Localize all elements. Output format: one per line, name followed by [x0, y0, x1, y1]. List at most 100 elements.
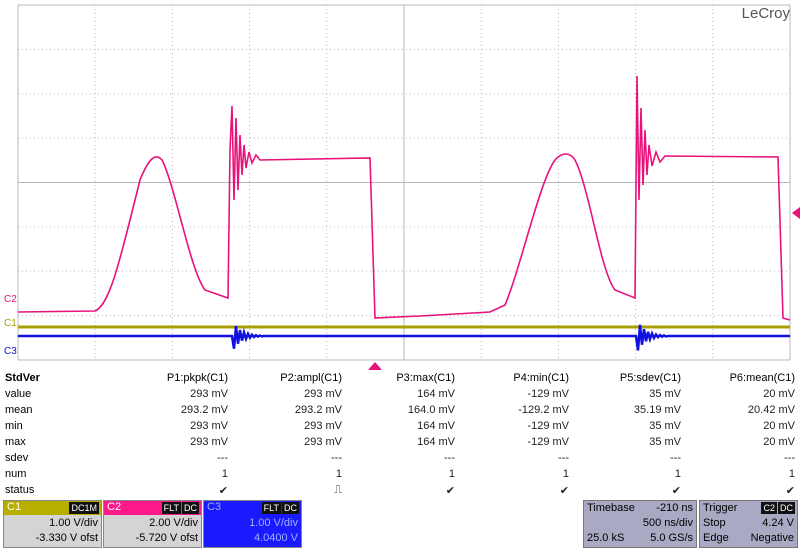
cell: 293 mV: [190, 436, 228, 448]
timebase-box[interactable]: Timebase -210 ns 500 ns/div 25.0 kS 5.0 GS/s: [583, 500, 697, 548]
column-header: P2:ampl(C1): [280, 372, 342, 384]
cell: 35 mV: [649, 388, 681, 400]
timebase-title: Timebase: [587, 502, 635, 514]
timebase-delay: -210 ns: [656, 502, 693, 514]
channel-offset: 4.0400 V: [253, 532, 298, 544]
cell: 35.19 mV: [633, 404, 681, 416]
trigger-tag: DC: [778, 502, 795, 514]
cell: 1: [562, 468, 569, 480]
cell: ---: [331, 452, 342, 464]
channel-scale: 1.00 V/div: [49, 517, 98, 529]
cell: 35 mV: [649, 436, 681, 448]
channel-box[interactable]: C1 DC1M 1.00 V/div -3.330 V ofst: [3, 500, 102, 548]
cell: 293 mV: [190, 420, 228, 432]
trigger-value: Negative: [750, 532, 794, 544]
cell: ✔: [559, 485, 569, 497]
trigger-field: Stop: [703, 517, 726, 529]
column-header: P4:min(C1): [513, 372, 569, 384]
c3-trace: [18, 324, 790, 351]
cell: ✔: [785, 485, 795, 497]
channel-scale: 1.00 V/div: [249, 517, 298, 529]
cell: 293.2 mV: [294, 404, 342, 416]
trace-labels: C2 C1 C3: [4, 294, 17, 357]
row-label: value: [5, 388, 32, 400]
column-header: P5:sdev(C1): [619, 372, 681, 384]
cell: 20 mV: [763, 436, 795, 448]
cell: 164 mV: [417, 436, 455, 448]
column-header: P3:max(C1): [396, 372, 455, 384]
coupling-tag: DC: [182, 502, 199, 514]
trigger-value: 4.24 V: [762, 517, 794, 529]
cell: ✔: [218, 485, 228, 497]
cell: ---: [784, 452, 795, 464]
cell: ---: [217, 452, 228, 464]
cell: -129 mV: [527, 436, 569, 448]
row-label: min: [5, 420, 23, 432]
cell: 164 mV: [417, 420, 455, 432]
column-header: P6:mean(C1): [729, 372, 795, 384]
cell: ⎍: [334, 484, 342, 496]
cell: 20.42 mV: [747, 404, 795, 416]
cell: 20 mV: [763, 420, 795, 432]
channel-name: C2: [107, 501, 122, 513]
trigger-box[interactable]: Trigger DC C2 Stop 4.24 V Edge Negative: [699, 500, 798, 548]
cell: ✔: [671, 485, 681, 497]
channel-name: C1: [7, 501, 22, 513]
trigger-tag: C2: [761, 502, 777, 514]
cell: 293 mV: [304, 388, 342, 400]
cell: 293.2 mV: [180, 404, 228, 416]
cell: 293 mV: [190, 388, 228, 400]
row-label: num: [5, 468, 27, 480]
coupling-tag: FLT: [261, 502, 281, 514]
row-label: sdev: [5, 452, 29, 464]
cell: ---: [670, 452, 681, 464]
cell: 293 mV: [304, 420, 342, 432]
cell: 1: [448, 468, 455, 480]
trace-label: C1: [4, 318, 17, 329]
channel-offset: -3.330 V ofst: [35, 532, 98, 544]
channel-name: C3: [207, 501, 222, 513]
coupling-tag: DC: [282, 502, 299, 514]
channel-offset: -5.720 V ofst: [135, 532, 198, 544]
c2-trace: [17, 75, 791, 321]
row-label: status: [5, 484, 35, 496]
measurement-table: StdVer P1:pkpk(C1) P2:ampl(C1) P3:max(C1) P4…: [0, 370, 800, 498]
timebase-field: 25.0 kS: [587, 532, 625, 544]
cell: 1: [221, 468, 228, 480]
cell: -129.2 mV: [518, 404, 569, 416]
coupling-tag: FLT: [161, 502, 181, 514]
trigger-position-marker: [368, 362, 382, 370]
timebase-value: 500 ns/div: [642, 517, 693, 529]
column-header: P1:pkpk(C1): [166, 372, 228, 384]
cell: -129 mV: [527, 420, 569, 432]
cell: 1: [788, 468, 795, 480]
cell: 164 mV: [417, 388, 455, 400]
channel-box[interactable]: C2 DC FLT 2.00 V/div -5.720 V ofst: [103, 500, 202, 548]
status-bar: C1 DC1M 1.00 V/div -3.330 V ofst C2 DC FLT 2.00…: [0, 500, 800, 548]
grid: [17, 4, 791, 361]
trigger-field: Edge: [703, 532, 729, 544]
table-title: StdVer: [5, 372, 40, 384]
trigger-level-marker: [792, 207, 800, 219]
cell: ✔: [445, 485, 455, 497]
trace-label: C2: [4, 294, 17, 305]
timebase-value: 5.0 GS/s: [650, 532, 693, 544]
trace-label: C3: [4, 346, 17, 357]
row-label: max: [5, 436, 26, 448]
cell: 20 mV: [763, 388, 795, 400]
row-label: mean: [5, 404, 33, 416]
cell: ---: [558, 452, 569, 464]
cell: -129 mV: [527, 388, 569, 400]
channel-scale: 2.00 V/div: [149, 517, 198, 529]
cell: 293 mV: [304, 436, 342, 448]
cell: 164.0 mV: [407, 404, 455, 416]
logo: LeCroy: [742, 5, 791, 22]
scope-screen: C2 C1 C3 LeCroy: [4, 4, 800, 370]
cell: ---: [444, 452, 455, 464]
trigger-title: Trigger: [703, 502, 738, 514]
cell: 35 mV: [649, 420, 681, 432]
cell: 1: [335, 468, 342, 480]
cell: 1: [674, 468, 681, 480]
channel-box[interactable]: C3 DC FLT 1.00 V/div 4.0400 V: [203, 500, 302, 548]
